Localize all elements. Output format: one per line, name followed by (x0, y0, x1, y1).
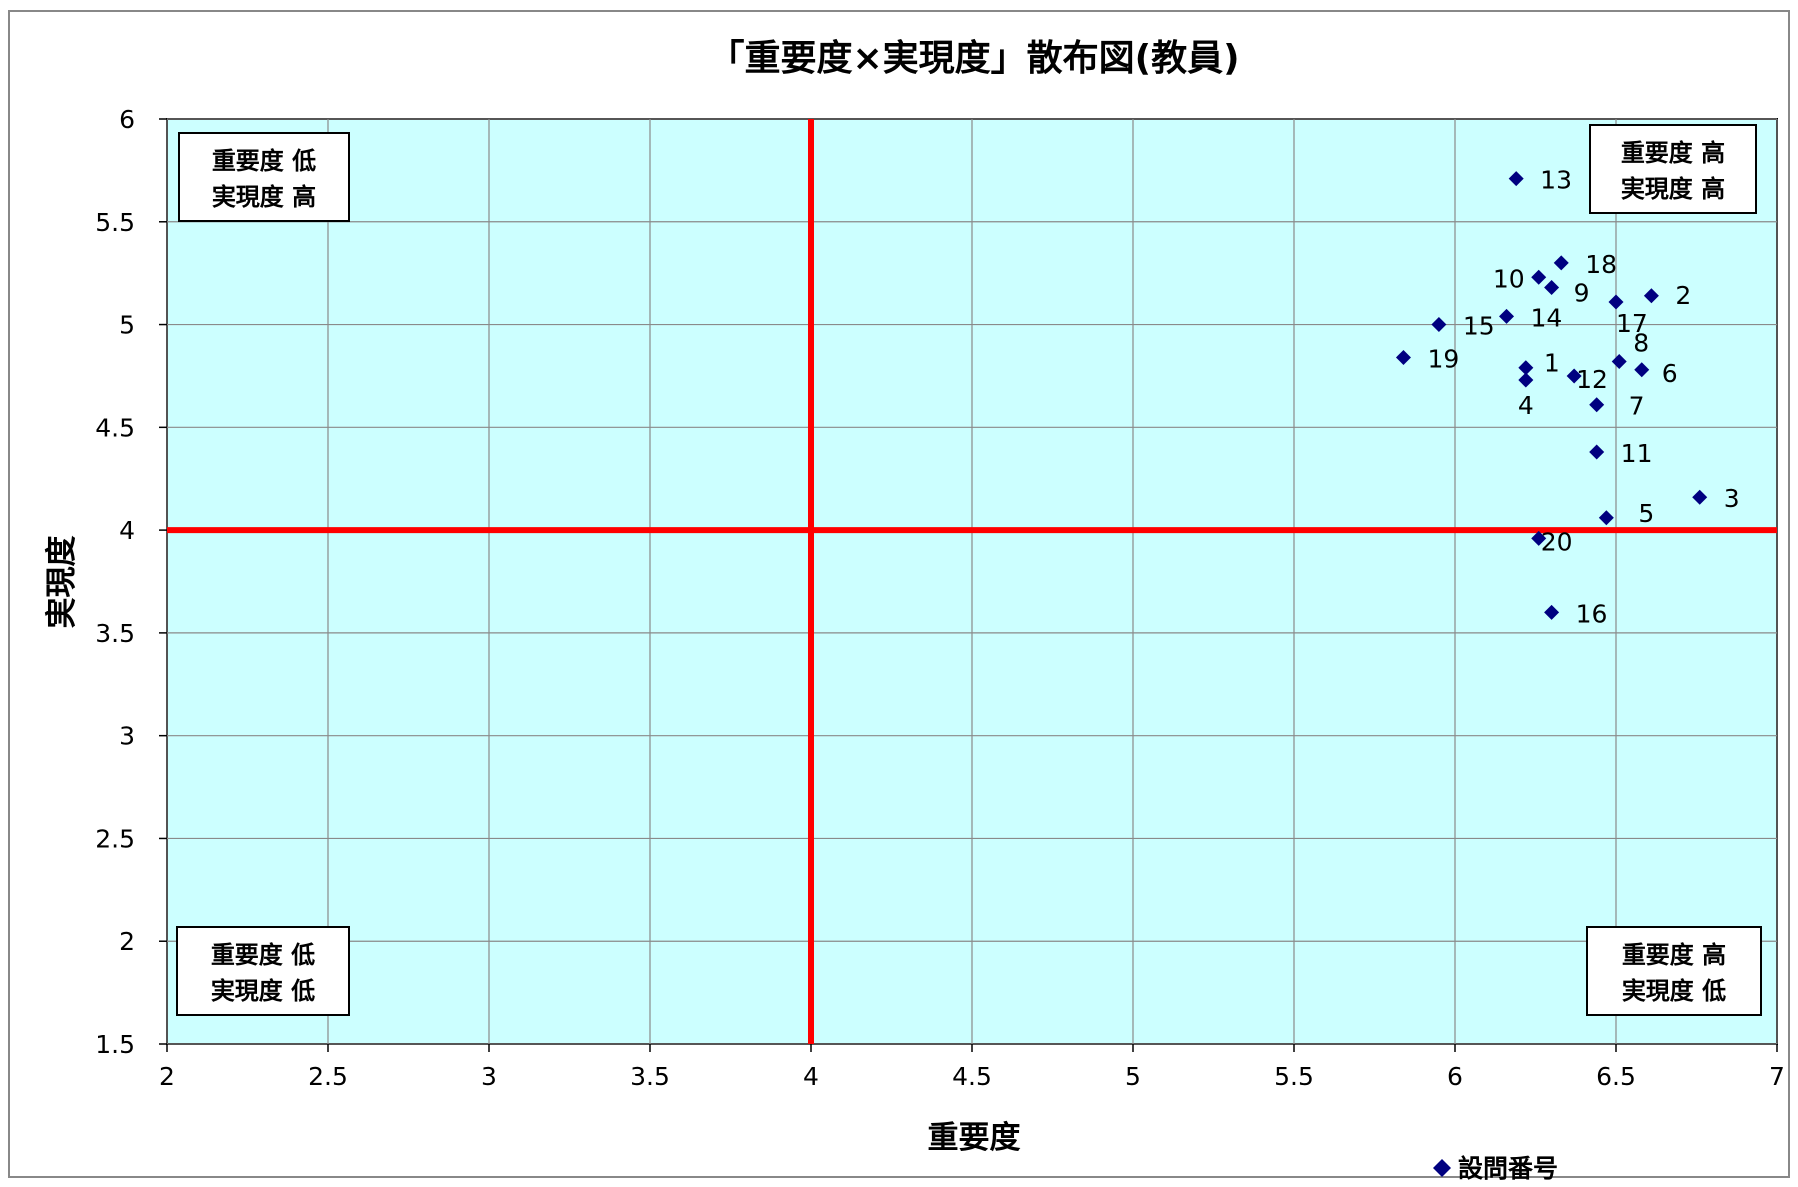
quadrant-box-top-left (178, 132, 350, 222)
legend-marker-icon (1433, 1159, 1451, 1177)
data-point-7 (1589, 397, 1605, 413)
y-tick-label: 6 (119, 105, 135, 134)
quadrant-box-bottom-right (1586, 926, 1762, 1016)
quadrant-label-line1: 重要度 高 (1622, 941, 1726, 969)
data-label-12: 12 (1576, 365, 1608, 394)
data-point-15 (1431, 317, 1447, 333)
data-label-16: 16 (1576, 599, 1608, 628)
data-label-10: 10 (1493, 264, 1525, 293)
data-label-8: 8 (1633, 329, 1649, 358)
x-tick-label: 4 (803, 1062, 819, 1091)
data-point-20 (1531, 530, 1547, 546)
data-point-6 (1634, 362, 1650, 378)
x-tick-label: 2 (159, 1062, 175, 1091)
data-point-4 (1518, 372, 1534, 388)
chart-title: 「重要度×実現度」散布図(教員) (708, 38, 1239, 79)
x-axis-title: 重要度 (928, 1120, 1021, 1156)
data-point-19 (1395, 349, 1411, 365)
data-label-9: 9 (1574, 279, 1590, 308)
data-label-2: 2 (1675, 281, 1691, 310)
x-tick-label: 6 (1447, 1062, 1463, 1091)
data-label-18: 18 (1585, 250, 1617, 279)
x-tick-label: 6.5 (1596, 1062, 1636, 1091)
data-point-18 (1553, 255, 1569, 271)
data-label-4: 4 (1518, 391, 1534, 420)
x-tick-label: 4.5 (952, 1062, 992, 1091)
legend-label: 設問番号 (1458, 1154, 1558, 1183)
quadrant-label-line1: 重要度 高 (1621, 139, 1725, 167)
data-label-5: 5 (1638, 499, 1654, 528)
quadrant-label-line2: 実現度 低 (1622, 977, 1726, 1005)
data-point-11 (1589, 444, 1605, 460)
x-tick-label: 3 (481, 1062, 497, 1091)
y-tick-label: 3 (119, 722, 135, 751)
data-label-3: 3 (1724, 484, 1740, 513)
y-tick-label: 5 (119, 311, 135, 340)
data-label-13: 13 (1540, 166, 1572, 195)
x-axis-ticks: 2 2.5 3 3.5 4 4.5 5 5.5 6 6.5 7 (159, 1044, 1785, 1091)
x-tick-label: 7 (1769, 1062, 1785, 1091)
data-point-13 (1508, 171, 1524, 187)
data-point-10 (1531, 269, 1547, 285)
x-tick-label: 5 (1125, 1062, 1141, 1091)
x-tick-label: 3.5 (630, 1062, 670, 1091)
data-point-1 (1518, 360, 1534, 376)
legend: 設問番号 (1433, 1154, 1558, 1183)
quadrant-box-bottom-left (176, 926, 350, 1016)
y-tick-label: 2.5 (95, 824, 135, 853)
data-label-19: 19 (1427, 344, 1459, 373)
data-label-6: 6 (1662, 359, 1678, 388)
y-tick-label: 4 (119, 516, 135, 545)
data-point-16 (1544, 604, 1560, 620)
y-tick-label: 3.5 (95, 619, 135, 648)
y-axis-ticks: 1.5 2 2.5 3 3.5 4 4.5 5 5.5 6 (95, 105, 167, 1059)
data-point-14 (1499, 308, 1515, 324)
quadrant-label-line2: 実現度 高 (212, 183, 316, 211)
quadrant-box-top-right (1589, 124, 1757, 214)
y-axis-title: 実現度 (44, 536, 80, 629)
y-tick-label: 4.5 (95, 413, 135, 442)
data-point-2 (1643, 288, 1659, 304)
quadrant-label-line2: 実現度 高 (1621, 175, 1725, 203)
data-label-7: 7 (1629, 392, 1645, 421)
data-label-15: 15 (1463, 312, 1495, 341)
y-tick-label: 2 (119, 927, 135, 956)
quadrant-label-line2: 実現度 低 (211, 977, 315, 1005)
data-label-11: 11 (1621, 439, 1653, 468)
threshold-lines (167, 119, 1777, 1044)
quadrant-label-line1: 重要度 低 (211, 941, 315, 969)
x-tick-label: 2.5 (308, 1062, 348, 1091)
x-tick-label: 5.5 (1274, 1062, 1314, 1091)
y-tick-label: 1.5 (95, 1030, 135, 1059)
data-point-5 (1598, 510, 1614, 526)
data-point-3 (1692, 489, 1708, 505)
y-tick-label: 5.5 (95, 208, 135, 237)
data-point-12 (1566, 368, 1582, 384)
data-label-14: 14 (1531, 303, 1563, 332)
data-point-9 (1544, 280, 1560, 296)
data-point-17 (1608, 294, 1624, 310)
data-point-8 (1611, 354, 1627, 370)
data-label-17: 17 (1616, 309, 1648, 338)
data-label-20: 20 (1541, 527, 1573, 556)
data-label-1: 1 (1544, 349, 1560, 378)
quadrant-label-line1: 重要度 低 (212, 147, 316, 175)
